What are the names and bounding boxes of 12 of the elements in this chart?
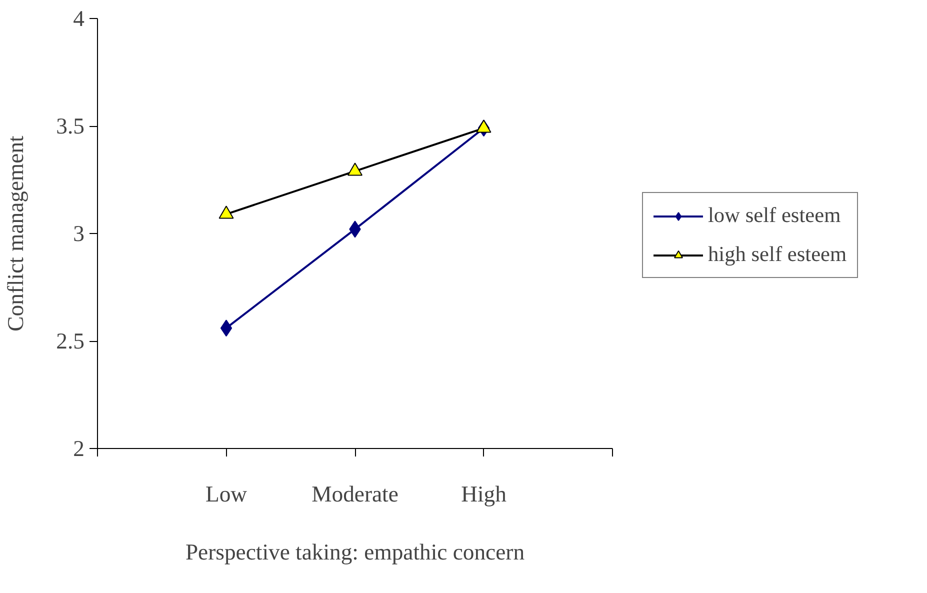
legend-label: high self esteem (708, 242, 847, 267)
x-tick-label: Moderate (312, 482, 398, 506)
y-axis-title: Conflict management (3, 134, 28, 332)
y-tick-label: 3.5 (56, 114, 85, 138)
legend-label: low self esteem (708, 203, 841, 228)
x-tick-label: High (461, 482, 508, 506)
y-tick-label: 3 (73, 221, 84, 246)
y-tick-label: 2 (73, 436, 84, 461)
y-tick-label: 4 (73, 6, 84, 31)
y-tick-label: 2.5 (56, 328, 85, 354)
x-tick-label: Low (205, 482, 248, 506)
x-axis-title: Perspective taking: empathic concern (185, 540, 525, 564)
